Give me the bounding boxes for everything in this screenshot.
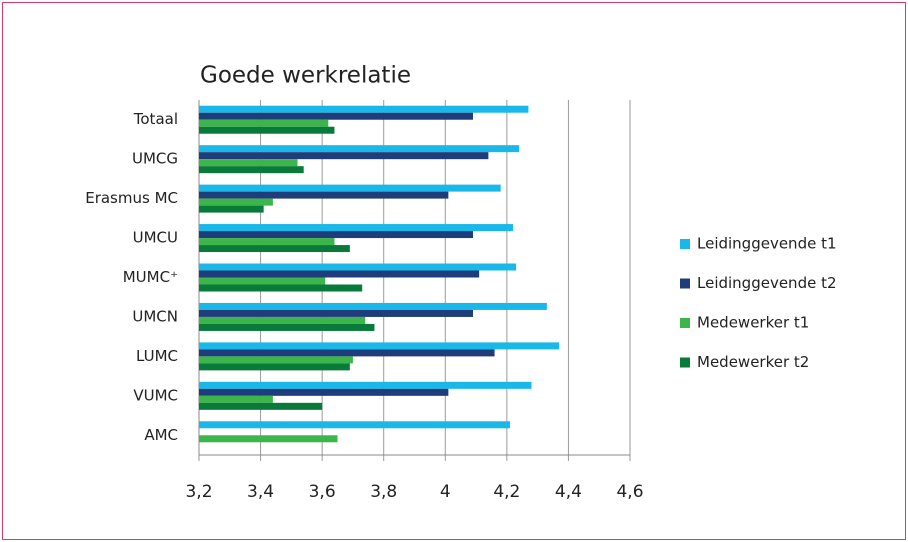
bar: [199, 356, 353, 364]
bar: [199, 302, 547, 310]
y-tick-label: LUMC: [136, 347, 178, 365]
x-tick-label: 3,8: [370, 482, 397, 502]
bar: [199, 421, 510, 429]
x-tick-label: 4,4: [555, 482, 582, 502]
bar: [199, 205, 264, 213]
y-tick-label: UMCU: [133, 229, 178, 247]
x-tick-label: 3,4: [247, 482, 274, 502]
bar: [199, 395, 273, 403]
legend-swatch: [680, 318, 690, 328]
bar: [199, 198, 273, 206]
bar: [199, 119, 329, 127]
y-tick-label: Erasmus MC: [85, 189, 178, 207]
bar: [199, 388, 449, 396]
bar: [199, 363, 350, 371]
y-tick-label: Totaal: [133, 110, 178, 128]
bar: [199, 145, 520, 153]
legend-swatch: [680, 357, 690, 368]
bar: [199, 224, 514, 232]
x-tick-label: 4: [440, 482, 451, 502]
bar: [199, 263, 517, 271]
legend-swatch: [680, 278, 690, 289]
x-tick-label: 4,2: [493, 482, 520, 502]
y-tick-label: VUMC: [133, 386, 178, 404]
bar: [199, 381, 532, 389]
bar: [199, 277, 326, 285]
bar: [199, 166, 304, 174]
bar: [199, 112, 473, 120]
bar: [199, 184, 501, 192]
bar: [199, 238, 335, 246]
legend-swatch: [680, 239, 690, 249]
bar: [199, 323, 375, 331]
bar: [199, 126, 335, 134]
bar: [199, 105, 529, 113]
chart-title: Goede werkrelatie: [200, 63, 411, 89]
bar: [199, 284, 363, 292]
bar: [199, 402, 323, 410]
bar: [199, 316, 366, 324]
bar: [199, 231, 473, 239]
bar: [199, 270, 480, 278]
legend-label: Medewerker t2: [697, 353, 809, 371]
x-tick-label: 4,6: [616, 482, 643, 502]
bar: [199, 435, 338, 443]
bar: [199, 159, 298, 167]
x-tick-label: 3,2: [185, 482, 212, 502]
legend-label: Leidinggevende t2: [697, 274, 837, 292]
bar: [199, 349, 495, 357]
y-tick-label: MUMC⁺: [123, 268, 178, 286]
bar: [199, 309, 473, 317]
bar: [199, 245, 350, 253]
legend-label: Leidinggevende t1: [697, 235, 837, 253]
bar: [199, 191, 449, 199]
bar: [199, 342, 560, 350]
y-tick-label: AMC: [144, 426, 178, 444]
y-tick-label: UMCG: [132, 150, 178, 168]
y-tick-label: UMCN: [132, 307, 178, 325]
bar: [199, 152, 489, 160]
legend-label: Medewerker t1: [697, 314, 809, 332]
x-tick-label: 3,6: [309, 482, 336, 502]
